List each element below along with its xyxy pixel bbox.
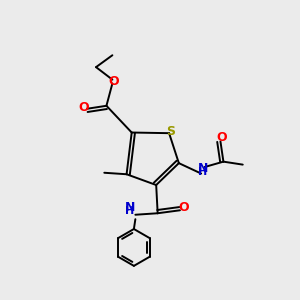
Text: O: O bbox=[78, 101, 89, 114]
Text: H: H bbox=[125, 206, 135, 216]
Text: H: H bbox=[198, 167, 207, 177]
Text: O: O bbox=[109, 75, 119, 88]
Text: S: S bbox=[166, 125, 175, 138]
Text: N: N bbox=[197, 162, 208, 175]
Text: O: O bbox=[217, 131, 227, 144]
Text: N: N bbox=[125, 201, 135, 214]
Text: O: O bbox=[178, 201, 189, 214]
